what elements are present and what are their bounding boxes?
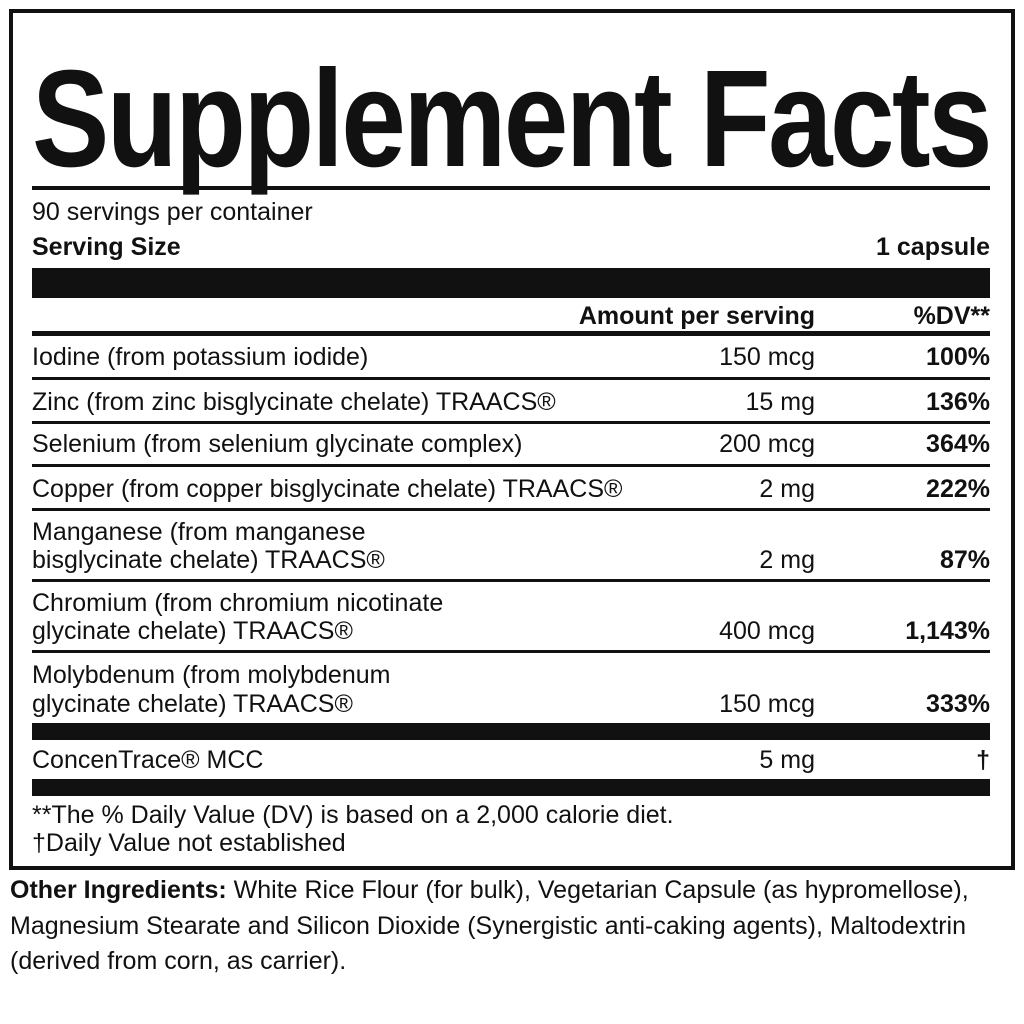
nutrient-name-line2: glycinate chelate) TRAACS® xyxy=(32,690,353,718)
nutrient-name-line2: bisglycinate chelate) TRAACS® xyxy=(32,546,385,574)
panel-title: Supplement Facts xyxy=(32,42,993,196)
nutrient-name: Selenium (from selenium glycinate comple… xyxy=(32,430,523,458)
thick-divider xyxy=(32,268,990,298)
nutrient-amount: 200 mcg xyxy=(719,430,815,458)
divider xyxy=(32,377,990,380)
nutrient-amount: 150 mcg xyxy=(719,690,815,718)
thick-divider xyxy=(32,723,990,740)
footnote-dagger: †Daily Value not established xyxy=(32,829,346,857)
supplement-facts-panel xyxy=(9,9,1015,870)
nutrient-name-line1: Molybdenum (from molybdenum xyxy=(32,661,391,689)
nutrient-amount: 5 mg xyxy=(759,746,815,774)
nutrient-dv: † xyxy=(976,746,990,774)
header-amount: Amount per serving xyxy=(578,302,815,330)
servings-per-container: 90 servings per container xyxy=(32,198,313,226)
nutrient-name-line2: glycinate chelate) TRAACS® xyxy=(32,617,353,645)
nutrient-name: Copper (from copper bisglycinate chelate… xyxy=(32,475,623,503)
footnote-dv: **The % Daily Value (DV) is based on a 2… xyxy=(32,801,674,829)
nutrient-amount: 400 mcg xyxy=(719,617,815,645)
nutrient-name: Zinc (from zinc bisglycinate chelate) TR… xyxy=(32,388,556,416)
divider xyxy=(32,464,990,467)
nutrient-name: ConcenTrace® MCC xyxy=(32,746,264,774)
divider xyxy=(32,650,990,653)
nutrient-dv: 136% xyxy=(926,388,990,416)
nutrient-amount: 150 mcg xyxy=(719,343,815,371)
nutrient-name-line1: Manganese (from manganese xyxy=(32,518,366,546)
other-ingredients-text: White Rice Flour (for bulk), Vegetarian … xyxy=(10,876,969,975)
other-ingredients: Other Ingredients: White Rice Flour (for… xyxy=(10,873,1010,980)
serving-size-label: Serving Size xyxy=(32,233,181,261)
nutrient-dv: 100% xyxy=(926,343,990,371)
divider xyxy=(32,331,990,336)
nutrient-amount: 2 mg xyxy=(759,475,815,503)
nutrient-amount: 2 mg xyxy=(759,546,815,574)
nutrient-dv: 87% xyxy=(939,546,990,574)
divider xyxy=(32,186,990,190)
nutrient-name: Iodine (from potassium iodide) xyxy=(32,343,369,371)
nutrient-dv: 333% xyxy=(926,690,990,718)
nutrient-dv: 364% xyxy=(926,430,990,458)
serving-size-value: 1 capsule xyxy=(876,233,990,261)
divider xyxy=(32,421,990,424)
divider xyxy=(32,508,990,511)
nutrient-amount: 15 mg xyxy=(745,388,815,416)
nutrient-dv: 222% xyxy=(926,475,990,503)
thick-divider xyxy=(32,779,990,796)
nutrient-dv: 1,143% xyxy=(905,617,990,645)
divider xyxy=(32,579,990,582)
header-dv: %DV** xyxy=(913,302,990,330)
nutrient-name-line1: Chromium (from chromium nicotinate xyxy=(32,589,444,617)
other-ingredients-label: Other Ingredients: xyxy=(10,876,227,904)
